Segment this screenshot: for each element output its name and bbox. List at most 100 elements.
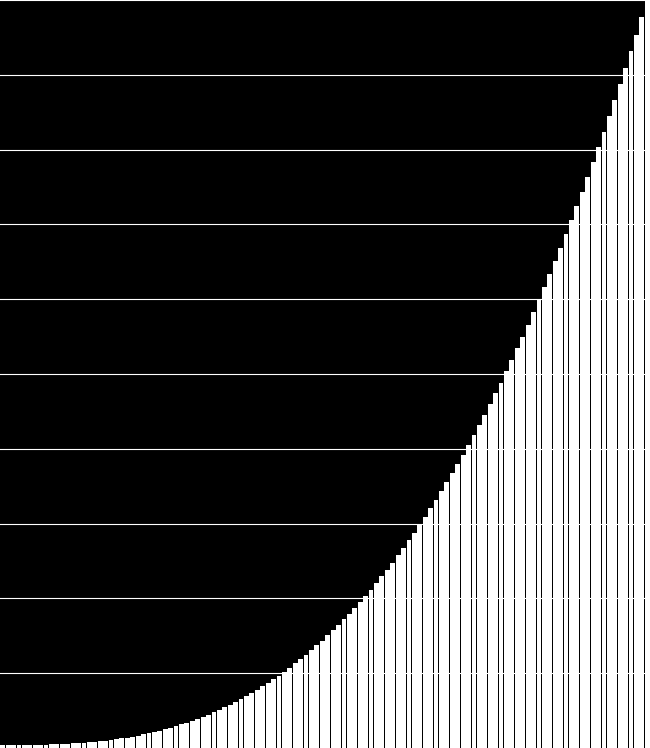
Bar: [347, 614, 352, 748]
Bar: [580, 191, 585, 748]
Bar: [266, 683, 270, 748]
Bar: [49, 744, 54, 748]
Bar: [315, 646, 319, 748]
Bar: [547, 275, 552, 748]
Bar: [298, 659, 303, 748]
Bar: [222, 708, 227, 748]
Bar: [488, 404, 493, 748]
Bar: [558, 248, 563, 748]
Bar: [640, 17, 644, 748]
Bar: [536, 300, 541, 748]
Bar: [374, 583, 379, 748]
Bar: [287, 668, 292, 748]
Bar: [564, 234, 569, 748]
Bar: [623, 68, 628, 748]
Bar: [341, 619, 346, 748]
Bar: [27, 745, 32, 748]
Bar: [146, 733, 151, 748]
Bar: [412, 533, 417, 748]
Bar: [44, 744, 49, 748]
Bar: [206, 714, 211, 748]
Bar: [92, 742, 98, 748]
Bar: [401, 548, 406, 748]
Bar: [585, 177, 590, 748]
Bar: [60, 744, 65, 748]
Bar: [336, 625, 341, 748]
Bar: [380, 577, 384, 748]
Bar: [195, 719, 200, 748]
Bar: [461, 455, 465, 748]
Bar: [445, 482, 449, 748]
Bar: [455, 464, 460, 748]
Bar: [250, 693, 254, 748]
Bar: [103, 741, 108, 748]
Bar: [612, 100, 618, 748]
Bar: [396, 555, 400, 748]
Bar: [515, 349, 520, 748]
Bar: [645, 0, 650, 748]
Bar: [282, 672, 287, 748]
Bar: [157, 731, 162, 748]
Bar: [6, 745, 10, 748]
Bar: [422, 517, 428, 748]
Bar: [385, 569, 390, 748]
Bar: [217, 710, 222, 748]
Bar: [190, 721, 195, 748]
Bar: [542, 287, 547, 748]
Bar: [55, 744, 59, 748]
Bar: [629, 52, 634, 748]
Bar: [32, 745, 38, 748]
Bar: [552, 261, 558, 748]
Bar: [65, 744, 70, 748]
Bar: [130, 737, 135, 748]
Bar: [369, 589, 374, 748]
Bar: [141, 735, 146, 748]
Bar: [304, 654, 309, 748]
Bar: [331, 631, 335, 748]
Bar: [201, 717, 205, 748]
Bar: [466, 445, 471, 748]
Bar: [136, 735, 140, 748]
Bar: [174, 726, 179, 748]
Bar: [71, 744, 75, 748]
Bar: [601, 132, 606, 748]
Bar: [363, 596, 368, 748]
Bar: [575, 206, 579, 748]
Bar: [22, 745, 27, 748]
Bar: [634, 34, 639, 748]
Bar: [325, 636, 330, 748]
Bar: [120, 738, 124, 748]
Bar: [531, 313, 536, 748]
Bar: [114, 739, 119, 748]
Bar: [11, 745, 16, 748]
Bar: [390, 562, 395, 748]
Bar: [510, 360, 514, 748]
Bar: [520, 337, 525, 748]
Bar: [499, 382, 504, 748]
Bar: [244, 696, 249, 748]
Bar: [271, 679, 276, 748]
Bar: [358, 602, 363, 748]
Bar: [309, 650, 314, 748]
Bar: [168, 728, 173, 748]
Bar: [227, 705, 233, 748]
Bar: [493, 393, 498, 748]
Bar: [607, 116, 612, 748]
Bar: [482, 414, 488, 748]
Bar: [417, 525, 422, 748]
Bar: [109, 740, 114, 748]
Bar: [211, 712, 216, 748]
Bar: [233, 702, 238, 748]
Bar: [152, 732, 157, 748]
Bar: [526, 325, 530, 748]
Bar: [255, 690, 260, 748]
Bar: [162, 729, 168, 748]
Bar: [406, 541, 411, 748]
Bar: [618, 85, 623, 748]
Bar: [239, 699, 244, 748]
Bar: [596, 147, 601, 748]
Bar: [38, 745, 43, 748]
Bar: [434, 500, 439, 748]
Bar: [504, 372, 509, 748]
Bar: [477, 425, 482, 748]
